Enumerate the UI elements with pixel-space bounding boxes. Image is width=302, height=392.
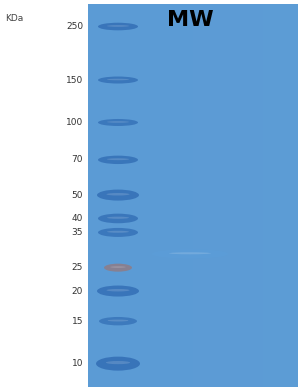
Bar xyxy=(88,4,298,387)
Bar xyxy=(256,4,263,387)
Bar xyxy=(277,4,284,387)
Ellipse shape xyxy=(107,79,129,80)
Text: 20: 20 xyxy=(72,287,83,296)
Text: 100: 100 xyxy=(66,118,83,127)
Ellipse shape xyxy=(98,214,138,223)
Bar xyxy=(200,4,207,387)
Text: 40: 40 xyxy=(72,214,83,223)
Bar xyxy=(284,4,291,387)
Bar xyxy=(88,4,95,387)
Bar xyxy=(179,4,186,387)
Ellipse shape xyxy=(107,25,129,27)
Ellipse shape xyxy=(110,266,126,268)
Text: 10: 10 xyxy=(72,359,83,368)
Ellipse shape xyxy=(169,252,211,254)
Bar xyxy=(228,4,235,387)
Bar xyxy=(214,4,221,387)
Ellipse shape xyxy=(106,361,130,364)
Bar xyxy=(263,4,270,387)
Bar xyxy=(116,4,123,387)
Bar xyxy=(249,4,256,387)
Ellipse shape xyxy=(99,317,137,325)
Ellipse shape xyxy=(107,217,129,219)
Ellipse shape xyxy=(106,289,130,292)
Bar xyxy=(130,4,137,387)
Ellipse shape xyxy=(97,190,139,201)
Ellipse shape xyxy=(108,319,128,321)
Text: 50: 50 xyxy=(72,191,83,200)
Bar xyxy=(193,4,200,387)
Bar xyxy=(235,4,242,387)
Bar xyxy=(291,4,298,387)
Bar xyxy=(109,4,116,387)
Ellipse shape xyxy=(98,228,138,237)
Bar xyxy=(158,4,165,387)
Ellipse shape xyxy=(98,76,138,83)
Text: 250: 250 xyxy=(66,22,83,31)
Text: 70: 70 xyxy=(72,155,83,164)
Bar xyxy=(95,4,102,387)
Ellipse shape xyxy=(98,119,138,126)
Bar xyxy=(221,4,228,387)
Text: 25: 25 xyxy=(72,263,83,272)
Ellipse shape xyxy=(106,193,130,196)
Ellipse shape xyxy=(98,156,138,164)
Ellipse shape xyxy=(107,121,129,123)
Ellipse shape xyxy=(152,249,228,258)
Bar xyxy=(186,4,193,387)
Bar xyxy=(172,4,179,387)
Bar xyxy=(151,4,158,387)
Text: 15: 15 xyxy=(72,317,83,326)
Ellipse shape xyxy=(98,23,138,30)
Text: MW: MW xyxy=(167,10,213,30)
Bar xyxy=(144,4,151,387)
Ellipse shape xyxy=(97,285,139,296)
Bar xyxy=(137,4,144,387)
Bar xyxy=(165,4,172,387)
Bar xyxy=(102,4,109,387)
Text: KDa: KDa xyxy=(5,14,23,23)
Ellipse shape xyxy=(107,231,129,233)
Ellipse shape xyxy=(104,264,132,272)
Ellipse shape xyxy=(96,357,140,370)
Text: 35: 35 xyxy=(72,228,83,237)
Bar xyxy=(207,4,214,387)
Bar xyxy=(270,4,277,387)
Bar xyxy=(242,4,249,387)
Text: 150: 150 xyxy=(66,76,83,85)
Bar xyxy=(123,4,130,387)
Ellipse shape xyxy=(107,158,129,160)
